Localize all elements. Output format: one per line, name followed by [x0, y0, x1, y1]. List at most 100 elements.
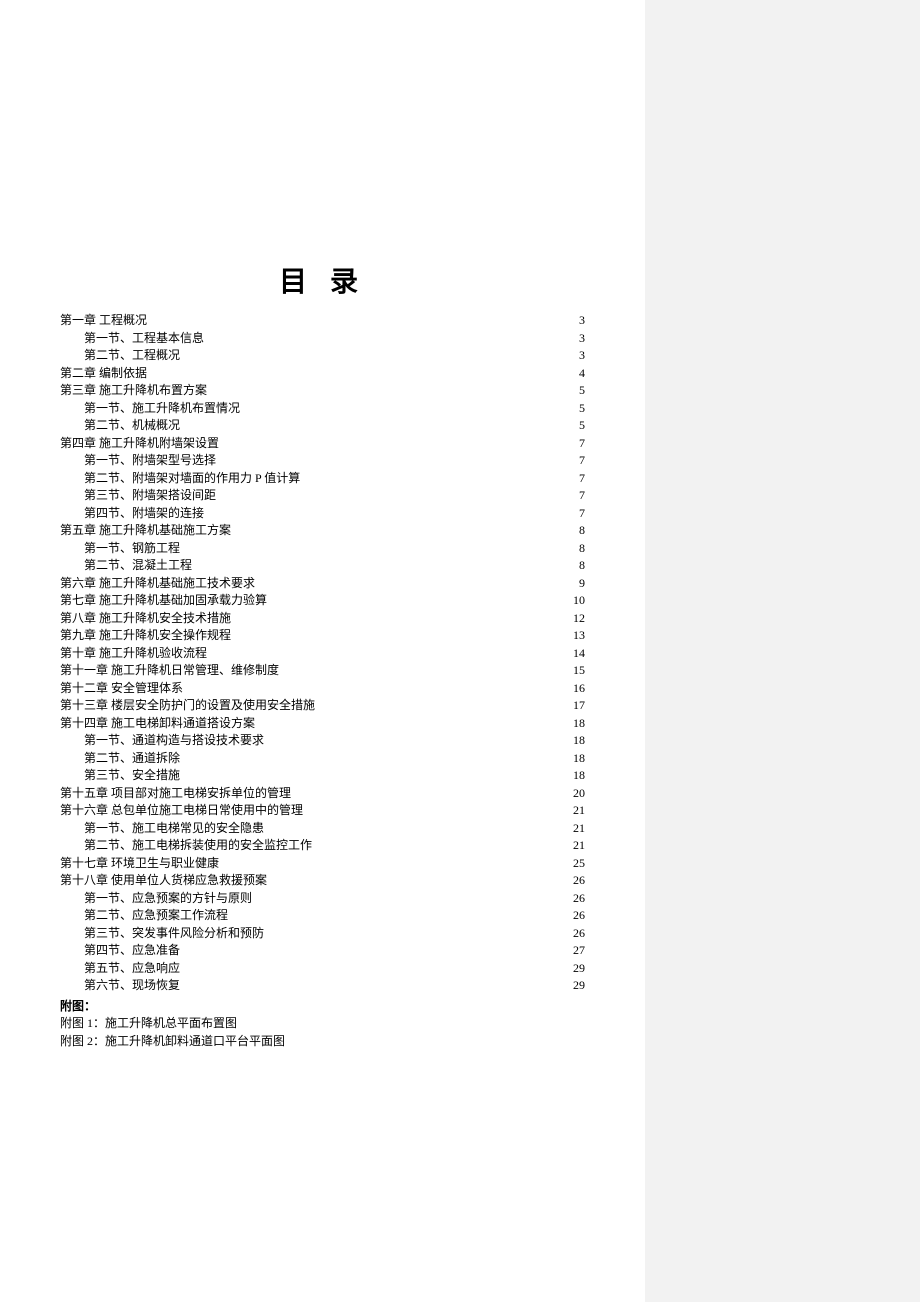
toc-label: 第一节、附墙架型号选择 — [84, 452, 216, 470]
toc-entry: 第二章 编制依据 4 — [60, 365, 585, 383]
appendix-item: 附图 1：施工升降机总平面布置图 — [60, 1014, 585, 1032]
toc-label: 第二节、通道拆除 — [84, 750, 180, 768]
toc-entry: 第四章 施工升降机附墙架设置 7 — [60, 435, 585, 453]
toc-entry: 第六章 施工升降机基础施工技术要求9 — [60, 575, 585, 593]
toc-label: 第二节、工程概况 — [84, 347, 180, 365]
toc-page-number: 29 — [573, 960, 585, 978]
toc-entry: 第十五章 项目部对施工电梯安拆单位的管理 20 — [60, 785, 585, 803]
toc-page-number: 10 — [573, 592, 585, 610]
document-page: 目 录 第一章 工程概况3第一节、工程基本信息3第二节、工程概况3第二章 编制依… — [0, 0, 645, 1302]
toc-entry: 第一节、施工升降机布置情况5 — [60, 400, 585, 418]
toc-page-number: 18 — [573, 715, 585, 733]
toc-page-number: 18 — [573, 750, 585, 768]
toc-label: 第十一章 施工升降机日常管理、维修制度 — [60, 662, 279, 680]
toc-page-number: 13 — [573, 627, 585, 645]
toc-label: 第四章 施工升降机附墙架设置 — [60, 435, 219, 453]
toc-page-number: 27 — [573, 942, 585, 960]
table-of-contents: 第一章 工程概况3第一节、工程基本信息3第二节、工程概况3第二章 编制依据4第三… — [60, 312, 585, 995]
toc-entry: 第一节、附墙架型号选择7 — [60, 452, 585, 470]
toc-page-number: 7 — [579, 470, 585, 488]
toc-page-number: 16 — [573, 680, 585, 698]
toc-entry: 第十一章 施工升降机日常管理、维修制度 15 — [60, 662, 585, 680]
toc-page-number: 26 — [573, 890, 585, 908]
toc-page-number: 21 — [573, 837, 585, 855]
toc-page-number: 3 — [579, 330, 585, 348]
toc-entry: 第九章 施工升降机安全操作规程13 — [60, 627, 585, 645]
toc-page-number: 18 — [573, 732, 585, 750]
toc-page-number: 5 — [579, 382, 585, 400]
toc-label: 第十六章 总包单位施工电梯日常使用中的管理 — [60, 802, 303, 820]
toc-entry: 第一章 工程概况 3 — [60, 312, 585, 330]
toc-entry: 第六节、现场恢复29 — [60, 977, 585, 995]
toc-entry: 第四节、附墙架的连接 7 — [60, 505, 585, 523]
toc-label: 第四节、附墙架的连接 — [84, 505, 204, 523]
toc-label: 第八章 施工升降机安全技术措施 — [60, 610, 231, 628]
toc-page-number: 7 — [579, 435, 585, 453]
toc-page-number: 7 — [579, 487, 585, 505]
toc-title: 目 录 — [60, 260, 585, 300]
toc-entry: 第四节、应急准备27 — [60, 942, 585, 960]
toc-label: 第六节、现场恢复 — [84, 977, 180, 995]
toc-page-number: 3 — [579, 347, 585, 365]
toc-label: 第十七章 环境卫生与职业健康 — [60, 855, 219, 873]
toc-label: 第五章 施工升降机基础施工方案 — [60, 522, 231, 540]
toc-label: 第三节、突发事件风险分析和预防 — [84, 925, 264, 943]
toc-label: 第十五章 项目部对施工电梯安拆单位的管理 — [60, 785, 291, 803]
toc-entry: 第二节、施工电梯拆装使用的安全监控工作21 — [60, 837, 585, 855]
toc-label: 第一节、施工电梯常见的安全隐患 — [84, 820, 264, 838]
toc-page-number: 7 — [579, 505, 585, 523]
toc-label: 第六章 施工升降机基础施工技术要求 — [60, 575, 255, 593]
toc-page-number: 14 — [573, 645, 585, 663]
toc-page-number: 21 — [573, 802, 585, 820]
toc-entry: 第三节、突发事件风险分析和预防26 — [60, 925, 585, 943]
toc-label: 第七章 施工升降机基础加固承载力验算 — [60, 592, 267, 610]
toc-page-number: 3 — [579, 312, 585, 330]
toc-label: 第三节、附墙架搭设间距 — [84, 487, 216, 505]
toc-page-number: 15 — [573, 662, 585, 680]
toc-entry: 第十三章 楼层安全防护门的设置及使用安全措施 17 — [60, 697, 585, 715]
toc-entry: 第三章 施工升降机布置方案 5 — [60, 382, 585, 400]
toc-entry: 第一节、应急预案的方针与原则 26 — [60, 890, 585, 908]
toc-entry: 第二节、通道拆除 18 — [60, 750, 585, 768]
toc-entry: 第十八章 使用单位人货梯应急救援预案26 — [60, 872, 585, 890]
toc-label: 第十三章 楼层安全防护门的设置及使用安全措施 — [60, 697, 315, 715]
sidebar-panel — [645, 0, 920, 1302]
toc-label: 第三章 施工升降机布置方案 — [60, 382, 207, 400]
toc-label: 第二节、混凝土工程 — [84, 557, 192, 575]
toc-page-number: 26 — [573, 907, 585, 925]
toc-page-number: 4 — [579, 365, 585, 383]
toc-entry: 第十六章 总包单位施工电梯日常使用中的管理 21 — [60, 802, 585, 820]
toc-entry: 第二节、混凝土工程 8 — [60, 557, 585, 575]
toc-entry: 第一节、钢筋工程8 — [60, 540, 585, 558]
toc-entry: 第一节、工程基本信息3 — [60, 330, 585, 348]
toc-page-number: 8 — [579, 557, 585, 575]
toc-label: 第十二章 安全管理体系 — [60, 680, 183, 698]
appendix-list: 附图 1：施工升降机总平面布置图附图 2：施工升降机卸料通道口平台平面图 — [60, 1014, 585, 1050]
toc-label: 第一章 工程概况 — [60, 312, 147, 330]
toc-entry: 第二节、机械概况5 — [60, 417, 585, 435]
toc-page-number: 20 — [573, 785, 585, 803]
toc-page-number: 8 — [579, 522, 585, 540]
toc-entry: 第八章 施工升降机安全技术措施12 — [60, 610, 585, 628]
toc-label: 第二章 编制依据 — [60, 365, 147, 383]
appendix-item: 附图 2：施工升降机卸料通道口平台平面图 — [60, 1032, 585, 1050]
toc-page-number: 17 — [573, 697, 585, 715]
toc-label: 第十八章 使用单位人货梯应急救援预案 — [60, 872, 267, 890]
toc-page-number: 5 — [579, 417, 585, 435]
toc-entry: 第一节、通道构造与搭设技术要求 18 — [60, 732, 585, 750]
toc-page-number: 18 — [573, 767, 585, 785]
toc-entry: 第三节、附墙架搭设间距 7 — [60, 487, 585, 505]
toc-label: 第一节、通道构造与搭设技术要求 — [84, 732, 264, 750]
toc-label: 第一节、应急预案的方针与原则 — [84, 890, 252, 908]
toc-page-number: 25 — [573, 855, 585, 873]
toc-entry: 第十四章 施工电梯卸料通道搭设方案 18 — [60, 715, 585, 733]
toc-label: 第五节、应急响应 — [84, 960, 180, 978]
toc-page-number: 8 — [579, 540, 585, 558]
toc-label: 第十四章 施工电梯卸料通道搭设方案 — [60, 715, 255, 733]
toc-entry: 第二节、应急预案工作流程26 — [60, 907, 585, 925]
toc-label: 第三节、安全措施 — [84, 767, 180, 785]
toc-entry: 第十二章 安全管理体系 16 — [60, 680, 585, 698]
toc-page-number: 21 — [573, 820, 585, 838]
toc-entry: 第七章 施工升降机基础加固承载力验算 10 — [60, 592, 585, 610]
toc-entry: 第二节、附墙架对墙面的作用力 P 值计算 7 — [60, 470, 585, 488]
